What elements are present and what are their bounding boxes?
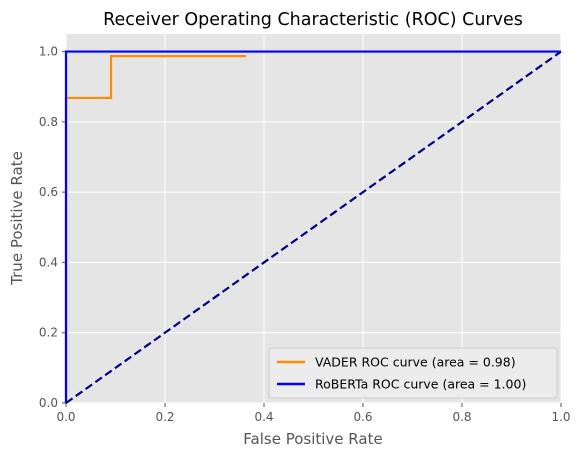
legend-entry-label: VADER ROC curve (area = 0.98) [315,355,516,370]
x-tick-label: 0.0 [56,410,75,424]
y-axis-label: True Positive Rate [8,151,26,286]
diagonal-reference-line [65,50,562,404]
y-tick-label: 0.8 [39,115,58,129]
y-axis-ticks: 0.0 0.2 0.4 0.6 0.8 1.0 [39,45,66,410]
x-tick-label: 1.0 [551,410,570,424]
x-tick-label: 0.4 [254,410,273,424]
x-axis-label: False Positive Rate [243,430,382,448]
y-tick-label: 0.2 [39,326,58,340]
series-lines [64,50,562,404]
y-tick-label: 0.6 [39,185,58,199]
series-line-2 [64,50,561,403]
x-tick-label: 0.6 [353,410,372,424]
legend-box [268,347,558,399]
y-tick-label: 1.0 [39,45,58,59]
grid-lines [65,34,562,404]
plot-background [66,34,561,403]
legend-entry-label: RoBERTa ROC curve (area = 1.00) [315,377,526,392]
legend: VADER ROC curve (area = 0.98) RoBERTa ROC… [268,347,558,399]
x-axis-ticks: 0.0 0.2 0.4 0.6 0.8 1.0 [56,403,571,424]
x-tick-label: 0.8 [452,410,471,424]
y-tick-label: 0.0 [39,396,58,410]
x-tick-label: 0.2 [155,410,174,424]
y-tick-label: 0.4 [39,255,58,269]
chart-title: Receiver Operating Characteristic (ROC) … [103,10,523,30]
